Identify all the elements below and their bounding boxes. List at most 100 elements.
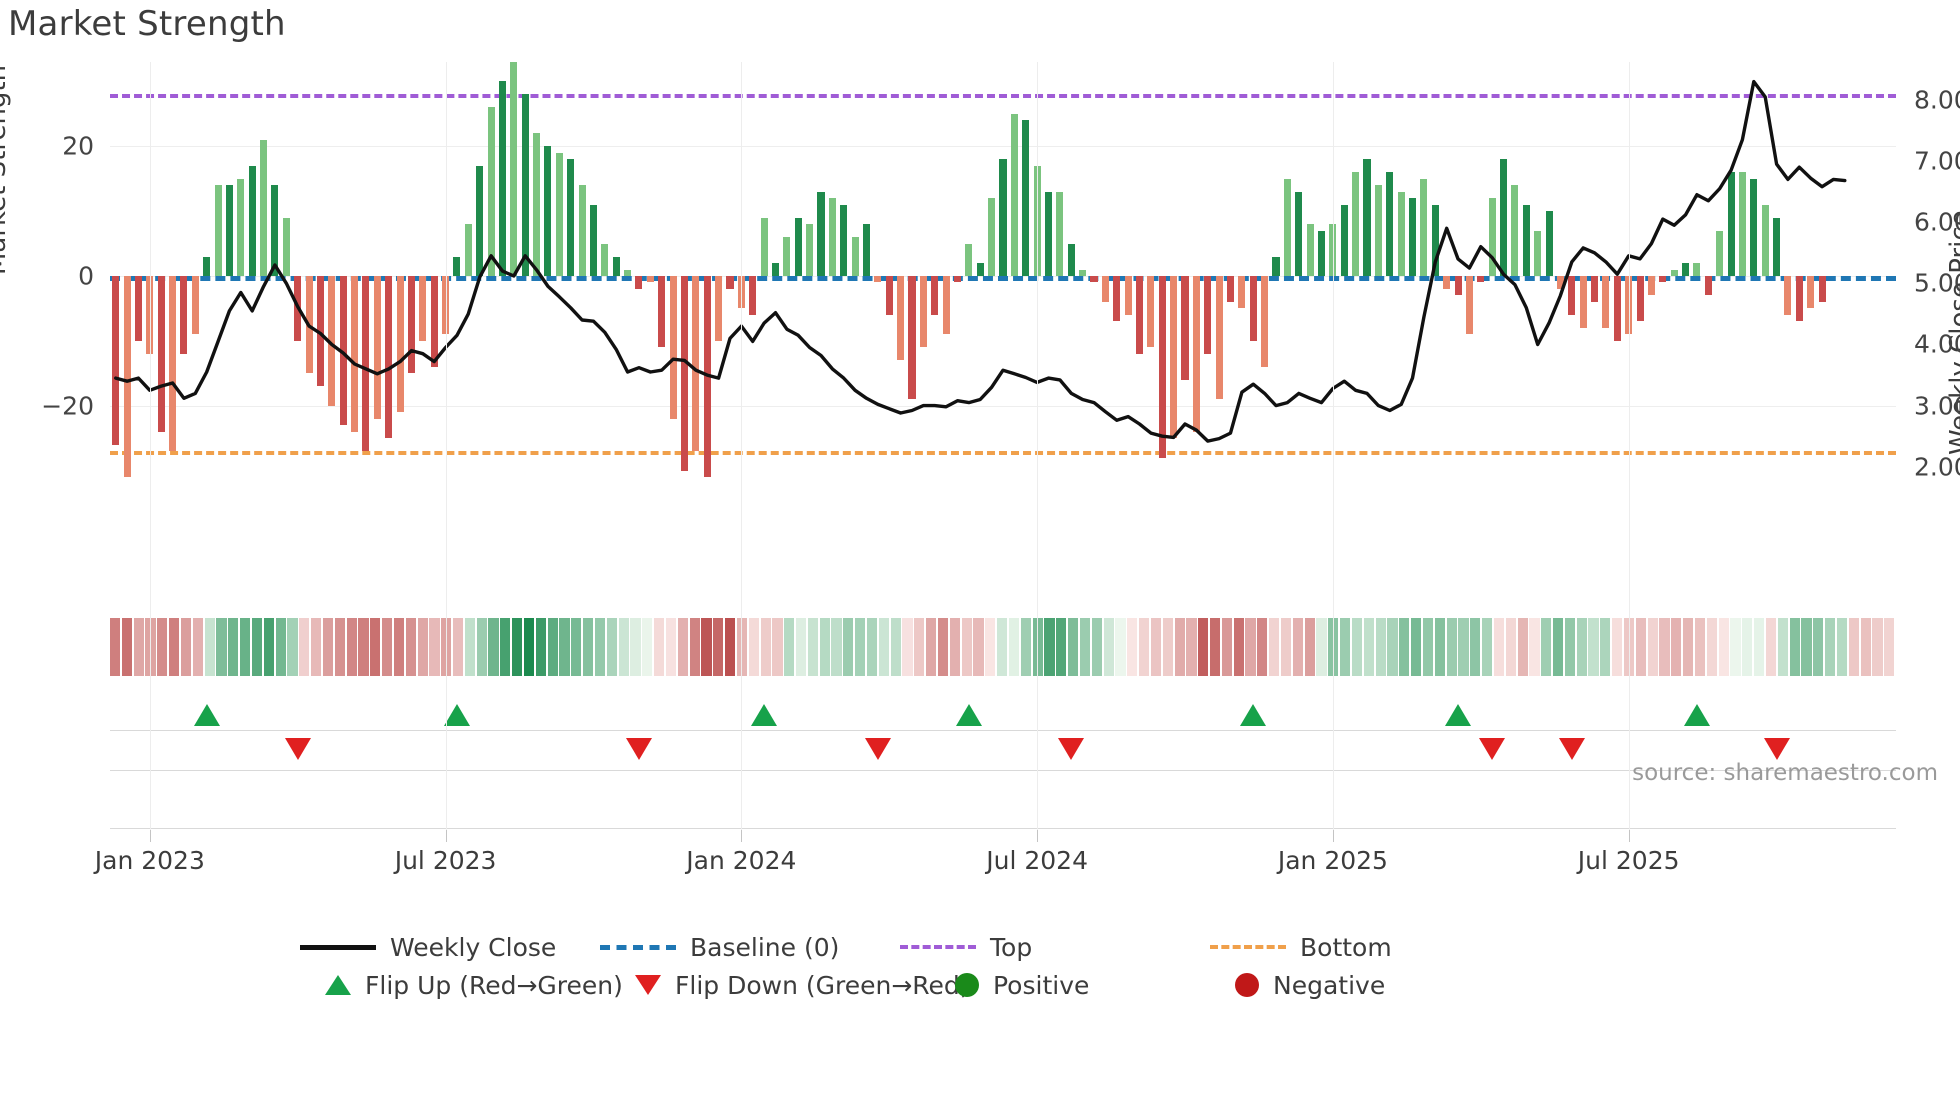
legend-item-top[interactable]: Top bbox=[900, 928, 1032, 966]
x-axis-tick-mark bbox=[741, 828, 743, 842]
flip-up-marker[interactable] bbox=[1240, 704, 1267, 726]
bar-negative bbox=[1784, 276, 1792, 315]
bar-negative bbox=[669, 276, 677, 419]
bar-negative bbox=[1226, 276, 1235, 302]
bar-negative bbox=[328, 276, 336, 406]
legend-label: Baseline (0) bbox=[690, 932, 840, 962]
legend-label: Top bbox=[990, 932, 1033, 962]
bar-positive bbox=[1363, 159, 1371, 276]
flip-up-marker[interactable] bbox=[751, 704, 778, 726]
bar-positive bbox=[999, 159, 1007, 276]
bar-positive bbox=[1522, 204, 1530, 276]
bar-positive bbox=[544, 146, 552, 276]
reference-line-baseline-0 bbox=[110, 276, 1896, 281]
flip-axis-line bbox=[110, 730, 1896, 731]
flip-up-marker[interactable] bbox=[443, 704, 470, 726]
heatmap-cell bbox=[937, 618, 949, 676]
heatmap-cell bbox=[1198, 618, 1209, 676]
flip-down-marker[interactable] bbox=[1058, 738, 1085, 760]
heatmap-cell bbox=[878, 618, 889, 676]
heatmap-cell bbox=[1730, 618, 1741, 676]
y-axis-right-tick-label: 3.00 bbox=[1914, 391, 1960, 421]
x-axis-tick-label: Jan 2025 bbox=[1277, 846, 1388, 875]
bar-negative bbox=[362, 276, 370, 452]
flip-markers-panel bbox=[110, 690, 1896, 770]
bar-negative bbox=[1124, 276, 1132, 315]
heatmap-cell bbox=[1482, 618, 1493, 676]
heatmap-cell bbox=[1399, 618, 1410, 676]
flip-down-marker[interactable] bbox=[625, 738, 652, 760]
heatmap-cell bbox=[1292, 618, 1303, 676]
legend-item-flip-down-green-red[interactable]: Flip Down (Green→Red) bbox=[610, 966, 970, 1004]
bar-positive bbox=[1727, 172, 1735, 276]
heatmap-cell bbox=[299, 618, 310, 676]
bar-positive bbox=[237, 178, 245, 276]
flip-up-marker[interactable] bbox=[1445, 704, 1472, 726]
heatmap-cell bbox=[1564, 618, 1575, 676]
bar-negative bbox=[1818, 276, 1826, 302]
bar-positive bbox=[282, 217, 290, 276]
heatmap-cell bbox=[1245, 618, 1256, 676]
bar-positive bbox=[214, 185, 222, 276]
legend-item-positive[interactable]: Positive bbox=[930, 966, 1089, 1004]
bar-negative bbox=[1556, 276, 1564, 289]
bar-negative bbox=[692, 276, 700, 452]
flip-down-marker[interactable] bbox=[1558, 738, 1585, 760]
heatmap-cell bbox=[240, 618, 251, 676]
bar-positive bbox=[760, 217, 768, 276]
flip-up-marker[interactable] bbox=[955, 704, 982, 726]
flip-up-marker[interactable] bbox=[193, 704, 220, 726]
heatmap-cell bbox=[1801, 618, 1812, 676]
flip-down-marker[interactable] bbox=[864, 738, 891, 760]
heatmap-cell bbox=[1340, 618, 1351, 676]
bar-negative bbox=[1261, 276, 1269, 367]
heatmap-cell bbox=[1020, 618, 1031, 676]
bar-negative bbox=[1147, 276, 1155, 348]
reference-line-top bbox=[110, 94, 1896, 99]
legend-item-flip-up-red-green[interactable]: Flip Up (Red→Green) bbox=[300, 966, 623, 1004]
heatmap-cell bbox=[1375, 618, 1386, 676]
flip-down-marker[interactable] bbox=[1479, 738, 1506, 760]
bar-positive bbox=[487, 107, 495, 276]
heatmap-cell bbox=[1411, 618, 1422, 676]
bar-negative bbox=[726, 276, 734, 289]
legend-item-negative[interactable]: Negative bbox=[1210, 966, 1385, 1004]
bar-positive bbox=[1773, 217, 1781, 276]
heatmap-cell bbox=[535, 618, 546, 676]
bar-negative bbox=[1204, 276, 1212, 354]
heatmap-cell bbox=[263, 618, 274, 676]
heatmap-cell bbox=[677, 618, 688, 676]
heatmap-cell bbox=[429, 618, 440, 676]
legend-row-1: Weekly Close Baseline (0) Top Bottom bbox=[0, 928, 1960, 966]
bar-negative bbox=[373, 276, 381, 419]
y-axis-right-tick-label: 4.00 bbox=[1914, 329, 1960, 359]
flip-down-marker[interactable] bbox=[1763, 738, 1790, 760]
bar-positive bbox=[1272, 256, 1280, 276]
heatmap-cell bbox=[192, 618, 203, 676]
heatmap-cell bbox=[618, 618, 629, 676]
x-axis-tick-label: Jan 2024 bbox=[686, 846, 797, 875]
heatmap-cell bbox=[961, 618, 972, 676]
flip-down-marker[interactable] bbox=[284, 738, 311, 760]
heatmap-cell bbox=[488, 618, 499, 676]
bar-positive bbox=[578, 185, 586, 276]
bar-negative bbox=[169, 276, 177, 452]
bar-negative bbox=[1704, 276, 1712, 296]
legend-item-baseline-0[interactable]: Baseline (0) bbox=[600, 928, 839, 966]
flip-up-marker[interactable] bbox=[1683, 704, 1710, 726]
x-axis-guide bbox=[1628, 62, 1630, 830]
legend-solid-line-icon bbox=[300, 944, 376, 950]
heatmap-cell bbox=[796, 618, 807, 676]
bar-negative bbox=[874, 276, 882, 283]
heatmap-cell bbox=[926, 618, 937, 676]
heatmap-cell bbox=[110, 618, 121, 676]
heatmap-cell bbox=[1079, 618, 1091, 676]
heatmap-cell bbox=[1612, 618, 1623, 676]
legend-item-weekly-close[interactable]: Weekly Close bbox=[300, 928, 556, 966]
bar-negative bbox=[1443, 276, 1451, 289]
bar-positive bbox=[1295, 191, 1303, 276]
bar-negative bbox=[191, 276, 199, 335]
bar-positive bbox=[965, 243, 973, 276]
legend-item-bottom[interactable]: Bottom bbox=[1210, 928, 1392, 966]
y-axis-right-tick-label: 2.00 bbox=[1914, 452, 1960, 482]
